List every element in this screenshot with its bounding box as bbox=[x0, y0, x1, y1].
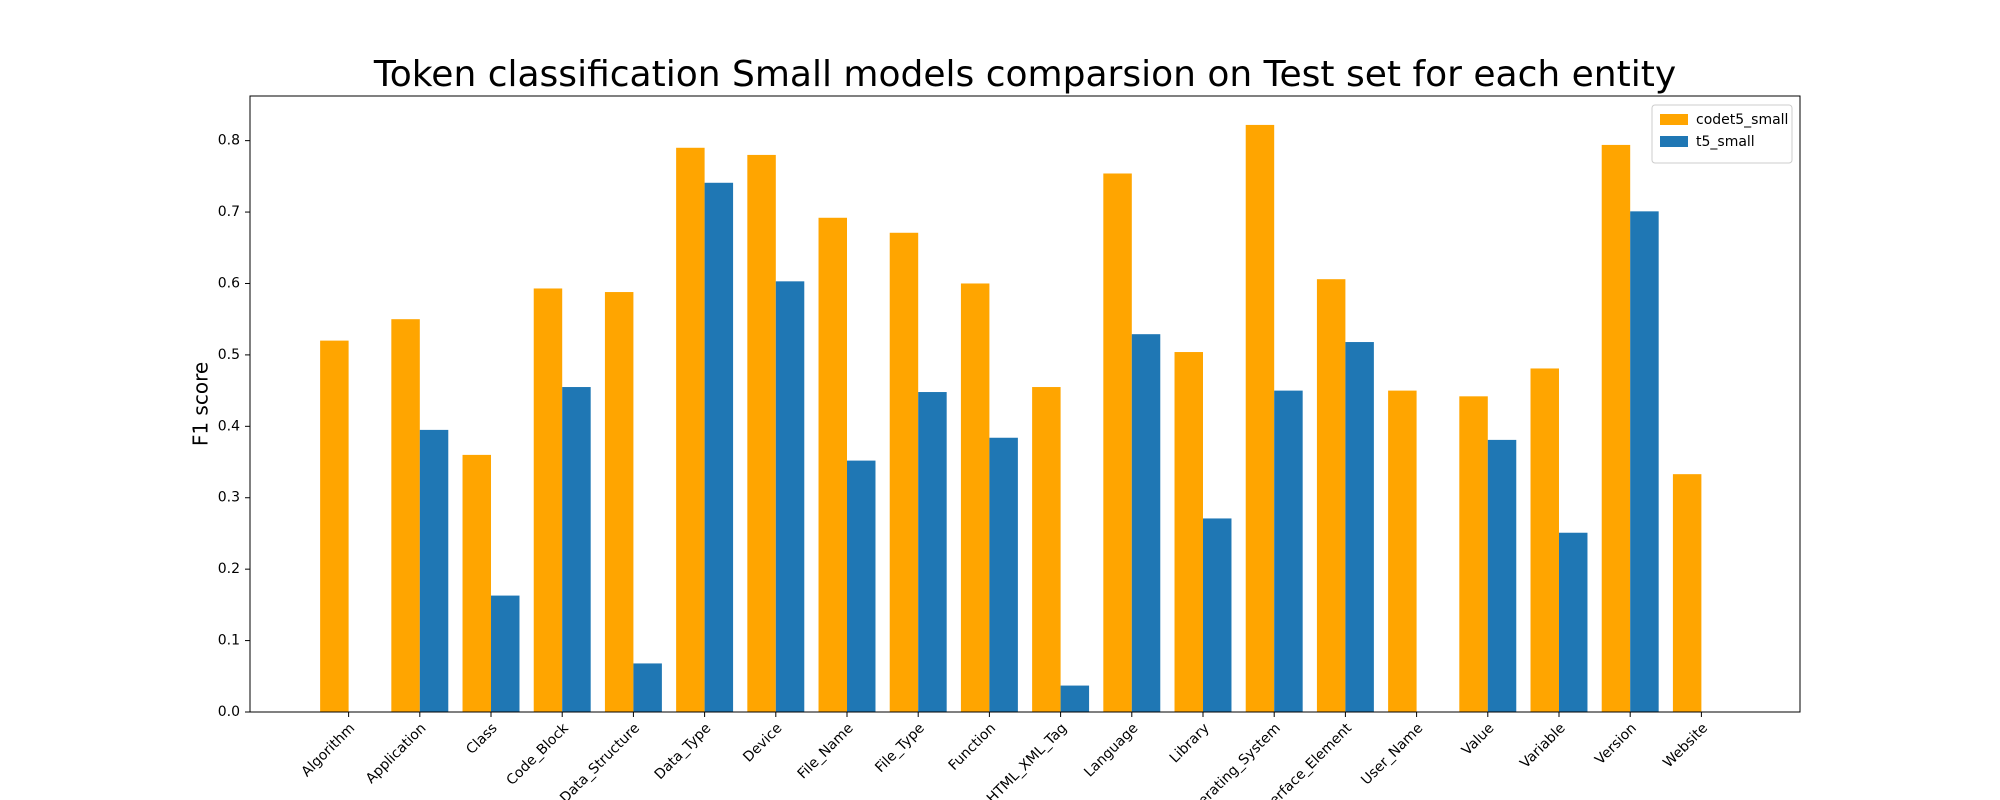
bar bbox=[633, 663, 662, 712]
bar bbox=[960, 283, 990, 712]
bar bbox=[847, 460, 876, 712]
bar bbox=[1274, 390, 1303, 712]
bar bbox=[604, 292, 634, 712]
bar bbox=[1174, 352, 1203, 712]
bar bbox=[818, 217, 848, 712]
bar bbox=[533, 288, 563, 712]
bar bbox=[1388, 390, 1417, 712]
bar bbox=[491, 595, 520, 712]
bar bbox=[989, 437, 1018, 712]
bar bbox=[1601, 144, 1631, 712]
bar bbox=[676, 147, 705, 712]
bar bbox=[1672, 474, 1702, 712]
y-tick-label: 0.7 bbox=[218, 204, 240, 220]
bar bbox=[889, 232, 919, 713]
legend-label: t5_small bbox=[1696, 134, 1755, 150]
y-tick-label: 0.8 bbox=[218, 133, 240, 149]
bar bbox=[704, 182, 734, 713]
y-tick-label: 0.6 bbox=[218, 275, 240, 291]
bar bbox=[391, 319, 420, 712]
bar bbox=[562, 387, 591, 712]
legend-swatch bbox=[1660, 114, 1688, 125]
y-tick-label: 0.5 bbox=[218, 347, 240, 363]
bar bbox=[1558, 532, 1588, 712]
bar bbox=[775, 281, 805, 712]
bar bbox=[1103, 173, 1132, 712]
y-tick-label: 0.4 bbox=[218, 418, 240, 434]
bar bbox=[1060, 685, 1090, 712]
plot-frame bbox=[249, 95, 1801, 713]
bar bbox=[1131, 334, 1161, 712]
y-axis-label: F1 score bbox=[189, 362, 213, 446]
bar bbox=[1459, 396, 1488, 712]
bar bbox=[1487, 439, 1517, 712]
bar bbox=[1345, 342, 1374, 712]
bar bbox=[1245, 124, 1275, 712]
bar bbox=[1202, 518, 1232, 712]
bar bbox=[747, 154, 776, 712]
y-tick-label: 0.3 bbox=[218, 490, 240, 506]
legend-swatch bbox=[1660, 136, 1688, 147]
chart-title: Token classification Small models compar… bbox=[373, 54, 1676, 95]
legend-label: codet5_small bbox=[1696, 112, 1788, 128]
bar bbox=[1032, 387, 1061, 712]
y-tick-label: 0.2 bbox=[218, 561, 240, 577]
bar bbox=[462, 454, 492, 712]
bar bbox=[1530, 368, 1559, 712]
y-tick-label: 0.1 bbox=[218, 633, 240, 649]
y-tick-label: 0.0 bbox=[218, 704, 240, 720]
bar bbox=[320, 340, 349, 712]
bar bbox=[918, 392, 947, 712]
bar bbox=[1630, 211, 1659, 713]
bar bbox=[419, 429, 449, 712]
bar bbox=[1316, 279, 1346, 712]
